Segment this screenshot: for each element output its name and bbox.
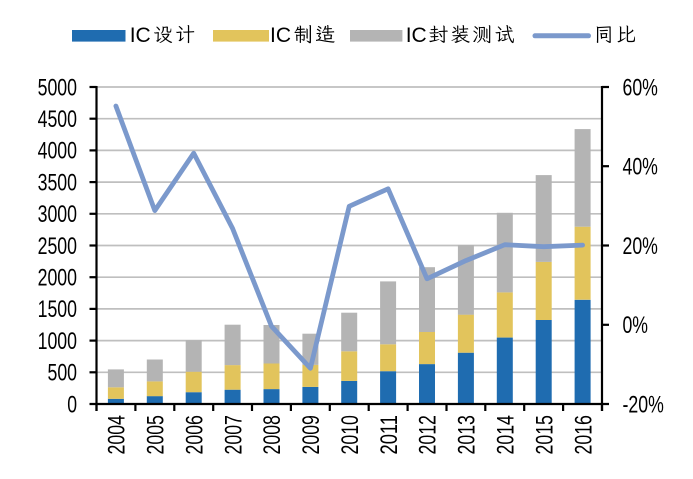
svg-text:2009: 2009 <box>298 415 325 454</box>
svg-text:0%: 0% <box>623 312 649 339</box>
svg-text:40%: 40% <box>623 154 658 181</box>
svg-text:2015: 2015 <box>531 415 558 454</box>
svg-text:1500: 1500 <box>38 296 77 323</box>
svg-text:2013: 2013 <box>454 415 481 454</box>
svg-text:2016: 2016 <box>570 415 597 454</box>
svg-text:2011: 2011 <box>376 415 403 454</box>
svg-text:2010: 2010 <box>337 415 364 454</box>
svg-text:4000: 4000 <box>38 138 77 165</box>
svg-text:2014: 2014 <box>493 415 520 454</box>
svg-text:60%: 60% <box>623 74 658 101</box>
svg-text:2005: 2005 <box>143 415 170 454</box>
svg-text:3000: 3000 <box>38 201 77 228</box>
svg-text:IC: IC <box>406 24 427 47</box>
svg-text:2500: 2500 <box>38 233 77 260</box>
svg-text:-20%: -20% <box>623 391 664 418</box>
svg-text:0: 0 <box>67 391 77 418</box>
svg-text:20%: 20% <box>623 233 658 260</box>
svg-text:2000: 2000 <box>38 265 77 292</box>
svg-text:2006: 2006 <box>181 415 208 454</box>
svg-text:500: 500 <box>48 360 78 387</box>
svg-text:2004: 2004 <box>104 415 131 454</box>
svg-text:2012: 2012 <box>415 415 442 454</box>
svg-text:1000: 1000 <box>38 328 77 355</box>
svg-text:IC: IC <box>270 24 291 47</box>
svg-text:IC: IC <box>130 24 151 47</box>
svg-text:2008: 2008 <box>259 415 286 454</box>
svg-text:4500: 4500 <box>38 106 77 133</box>
svg-text:5000: 5000 <box>38 74 77 101</box>
svg-text:3500: 3500 <box>38 169 77 196</box>
svg-text:2007: 2007 <box>220 415 247 454</box>
